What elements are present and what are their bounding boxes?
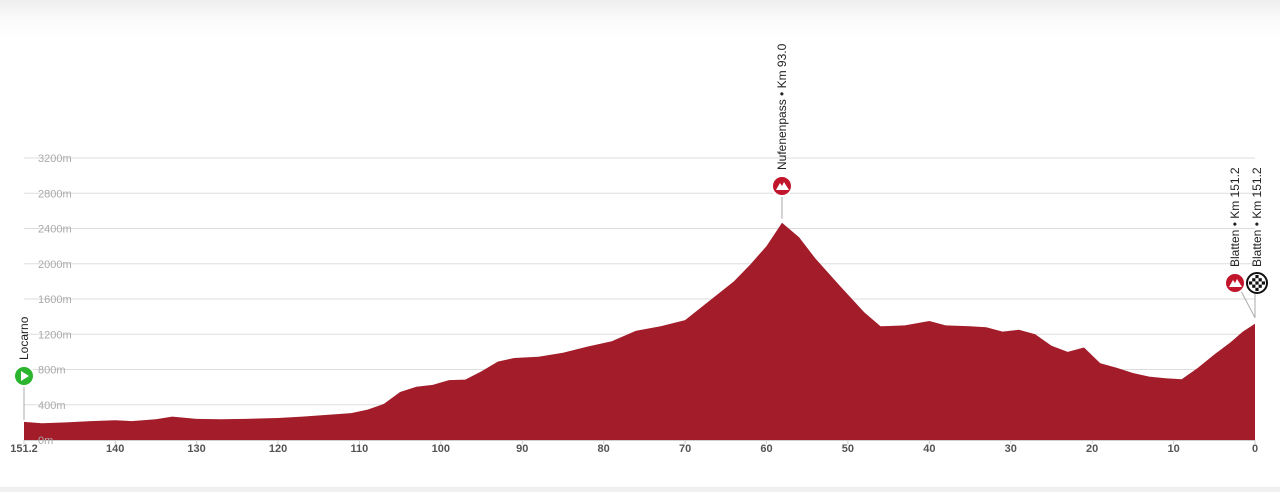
x-tick-label: 100 xyxy=(432,443,450,455)
y-tick-label: 3200m xyxy=(38,153,72,165)
checker-square xyxy=(1249,281,1253,285)
y-tick-label: 1200m xyxy=(38,329,72,341)
x-tick-label: 60 xyxy=(760,443,772,455)
x-tick-label: 130 xyxy=(187,443,205,455)
y-axis-ticks: 0m 400m 800m 1200m 1600m 2000m 2400m 2800m 3200m xyxy=(38,153,72,447)
y-tick-label: 1600m xyxy=(38,294,72,306)
checker-square xyxy=(1252,278,1256,282)
finish-point: Blatten • Km 151.2 xyxy=(1246,167,1268,318)
poi-label: Locarno xyxy=(17,316,31,360)
x-tick-label: 50 xyxy=(842,443,854,455)
x-tick-label: 110 xyxy=(351,443,369,455)
x-tick-label: 10 xyxy=(1167,443,1179,455)
x-tick-label: 30 xyxy=(1005,443,1017,455)
x-tick-label: 140 xyxy=(106,443,124,455)
y-tick-label: 800m xyxy=(38,365,66,377)
checker-square xyxy=(1255,281,1259,285)
x-axis-ticks: 151.2 140 130 120 110 100 90 80 70 60 50 40 30 20 10 0 xyxy=(10,440,1258,455)
checker-square xyxy=(1261,281,1265,285)
mountain-icon xyxy=(1229,279,1242,287)
checker-square xyxy=(1258,278,1262,282)
poi-label: Nufenenpass • Km 93.0 xyxy=(775,43,789,170)
checker-square xyxy=(1255,287,1259,291)
climb-point: Nufenenpass • Km 93.0 xyxy=(770,43,793,219)
checkered-flag-icon xyxy=(1249,275,1265,291)
checker-square xyxy=(1258,284,1262,288)
checker-square xyxy=(1255,275,1259,279)
x-tick-label: 20 xyxy=(1086,443,1098,455)
points-of-interest: Locarno Nufenenpass • Km 93.0 Blatten • Km… xyxy=(13,43,1268,420)
climb-point: Blatten • Km 151.2 xyxy=(1224,167,1256,318)
y-tick-label: 2400m xyxy=(38,224,72,236)
y-tick-label: 2800m xyxy=(38,188,72,200)
poi-label: Blatten • Km 151.2 xyxy=(1228,167,1242,267)
x-tick-label: 151.2 xyxy=(10,443,38,455)
y-tick-label: 400m xyxy=(38,400,66,412)
checker-square xyxy=(1252,284,1256,288)
play-icon xyxy=(21,371,29,381)
y-tick-label: 0m xyxy=(38,435,53,447)
elevation-area xyxy=(24,222,1255,440)
x-tick-label: 40 xyxy=(923,443,935,455)
x-tick-label: 120 xyxy=(269,443,287,455)
x-tick-label: 90 xyxy=(516,443,528,455)
x-tick-label: 70 xyxy=(679,443,691,455)
x-tick-label: 0 xyxy=(1252,443,1258,455)
marker-leader-line xyxy=(1240,290,1256,318)
y-tick-label: 2000m xyxy=(38,259,72,271)
poi-label: Blatten • Km 151.2 xyxy=(1250,167,1264,267)
mountain-icon xyxy=(775,182,789,190)
start-point: Locarno xyxy=(13,316,35,420)
x-tick-label: 80 xyxy=(598,443,610,455)
